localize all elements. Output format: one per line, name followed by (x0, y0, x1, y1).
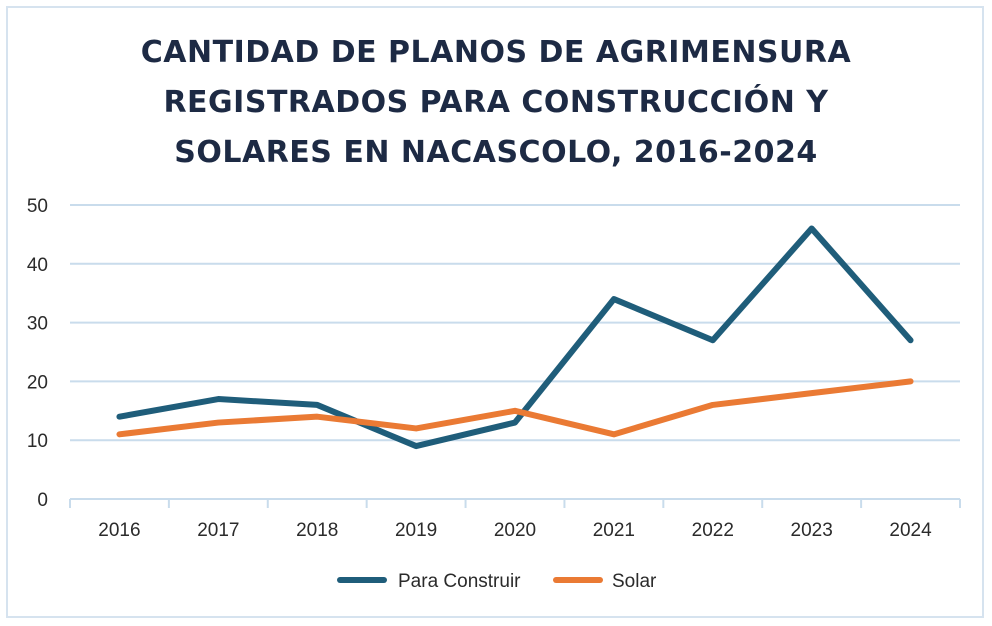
legend-label-para-construir: Para Construir (398, 571, 521, 592)
series-line-para-construir (116, 225, 914, 450)
y-tick-label: 0 (37, 490, 48, 511)
x-axis: 2016 2017 2018 2019 2020 2021 2022 2023 2024 (69, 498, 961, 541)
x-tick-label: 2017 (197, 520, 239, 541)
x-tick-label: 2024 (889, 520, 932, 541)
series-line-solar (116, 378, 914, 438)
y-axis-ticks: 0 10 20 30 40 50 (27, 196, 48, 511)
x-tick-label: 2016 (98, 520, 140, 541)
chart-title: CANTIDAD DE PLANOS DE AGRIMENSURA REGIST… (0, 28, 992, 178)
y-tick-label: 50 (27, 196, 48, 217)
x-tick-label: 2021 (593, 520, 635, 541)
chart-title-line-1: CANTIDAD DE PLANOS DE AGRIMENSURA (140, 35, 852, 70)
y-tick-label: 10 (27, 431, 48, 452)
series-lines (116, 225, 914, 450)
legend-label-solar: Solar (612, 571, 657, 592)
x-tick-label: 2023 (791, 520, 833, 541)
y-tick-label: 30 (27, 314, 48, 335)
chart-title-line-3: SOLARES EN NACASCOLO, 2016-2024 (174, 135, 818, 170)
chart-title-line-2: REGISTRADOS PARA CONSTRUCCIÓN Y (163, 85, 829, 120)
y-tick-label: 20 (27, 372, 48, 393)
legend: Para Construir Solar (337, 571, 657, 592)
x-tick-label: 2019 (395, 520, 437, 541)
x-tick-label: 2018 (296, 520, 338, 541)
y-tick-label: 40 (27, 255, 48, 276)
gridlines (70, 204, 960, 442)
x-tick-label: 2020 (494, 520, 536, 541)
chart-frame (6, 6, 984, 618)
x-tick-label: 2022 (692, 520, 734, 541)
